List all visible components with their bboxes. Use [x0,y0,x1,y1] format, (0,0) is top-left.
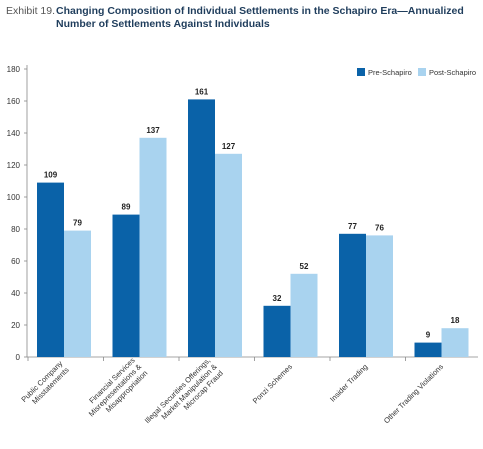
data-label: 9 [426,331,431,340]
y-tick-label: 20 [11,321,20,330]
bar-pre [339,233,366,357]
legend-swatch [357,68,365,76]
bar-post [64,230,91,357]
y-tick-label: 140 [7,129,21,138]
x-category-label: Insider Trading [328,362,369,403]
data-label: 77 [348,222,357,231]
y-tick-label: 180 [7,65,21,74]
bar-post [290,273,318,357]
x-category-label: Other Trading Violations [382,362,445,425]
data-label: 76 [375,223,384,232]
bar-pre [112,214,140,357]
chart-title: Changing Composition of Individual Settl… [56,5,464,30]
bar-pre [263,305,291,357]
data-label: 137 [146,126,160,135]
x-category-label-line: Ponzi Schemes [251,362,294,405]
bar-pre [414,342,442,357]
y-tick-label: 60 [11,257,20,266]
legend-swatch [418,68,426,76]
data-label: 89 [122,203,131,212]
x-category-label: Ponzi Schemes [251,362,294,405]
data-label: 52 [300,262,309,271]
x-category-label-line: Other Trading Violations [382,362,445,425]
y-tick-label: 120 [7,161,21,170]
y-tick-label: 100 [7,193,21,202]
exhibit-label: Exhibit 19. [6,5,56,17]
bar-post [366,235,393,357]
legend-label: Pre-Schapiro [368,68,412,77]
y-tick-label: 80 [11,225,20,234]
bar-pre [188,99,215,358]
bar-pre [37,182,64,357]
bar-post [441,328,469,357]
data-label: 161 [195,87,209,96]
y-tick-label: 40 [11,289,20,298]
data-label: 18 [451,316,460,325]
y-tick-label: 160 [7,97,21,106]
x-category-label: Illegal Securities Offerings,Market Mani… [143,356,225,425]
x-category-label-line: Market Manipulation & [159,362,218,421]
data-label: 127 [222,142,236,151]
data-label: 32 [273,294,282,303]
y-tick-label: 0 [16,353,21,362]
bar-post [215,153,242,357]
legend-label: Post-Schapiro [429,68,476,77]
data-label: 109 [44,171,58,180]
x-category-label-line: Insider Trading [328,362,369,403]
bar-post [139,137,167,357]
data-label: 79 [73,219,82,228]
